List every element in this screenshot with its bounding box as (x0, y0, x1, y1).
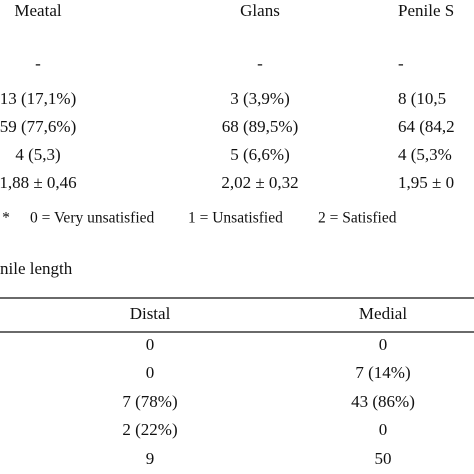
footnote: * (2, 210, 10, 227)
table-cell: 0 (146, 363, 155, 382)
table-cell: 5 (6,6%) (230, 145, 289, 164)
column-header: Distal (130, 304, 171, 323)
column-header: Meatal (14, 1, 61, 20)
table-cell: - (398, 54, 404, 73)
table-cell: 1,95 ± 0 (398, 173, 454, 192)
table-cell: 50 (375, 449, 392, 468)
table-cell: 1,88 ± 0,46 (0, 173, 77, 192)
table-cell: 2,02 ± 0,32 (221, 173, 298, 192)
table-cell: 3 (3,9%) (230, 89, 289, 108)
footnote: 2 = Satisfied (318, 210, 397, 227)
table-cell: 2 (22%) (122, 420, 177, 439)
table-cell: 68 (89,5%) (222, 117, 298, 136)
table-cell: 0 (379, 420, 388, 439)
table-cell: 7 (78%) (122, 392, 177, 411)
table-cell: 4 (5,3% (398, 145, 452, 164)
table-cell: 13 (17,1%) (0, 89, 76, 108)
footnote: 1 = Unsatisfied (188, 210, 283, 227)
table-cell: 7 (14%) (355, 363, 410, 382)
column-header: Medial (359, 304, 407, 323)
table-cell: 43 (86%) (351, 392, 415, 411)
table-cell: 8 (10,5 (398, 89, 446, 108)
table-cell: 59 (77,6%) (0, 117, 76, 136)
table-cell: 9 (146, 449, 155, 468)
column-header: Penile S (398, 1, 454, 20)
table-cell: 0 (379, 335, 388, 354)
table-cell: 4 (5,3) (15, 145, 60, 164)
table-cell: - (35, 54, 41, 73)
column-header: Glans (240, 1, 280, 20)
footnote: 0 = Very unsatisfied (30, 210, 155, 227)
table-caption: nile length (0, 259, 73, 278)
table-cell: 64 (84,2 (398, 117, 455, 136)
table-cell: 0 (146, 335, 155, 354)
table-cell: - (257, 54, 263, 73)
